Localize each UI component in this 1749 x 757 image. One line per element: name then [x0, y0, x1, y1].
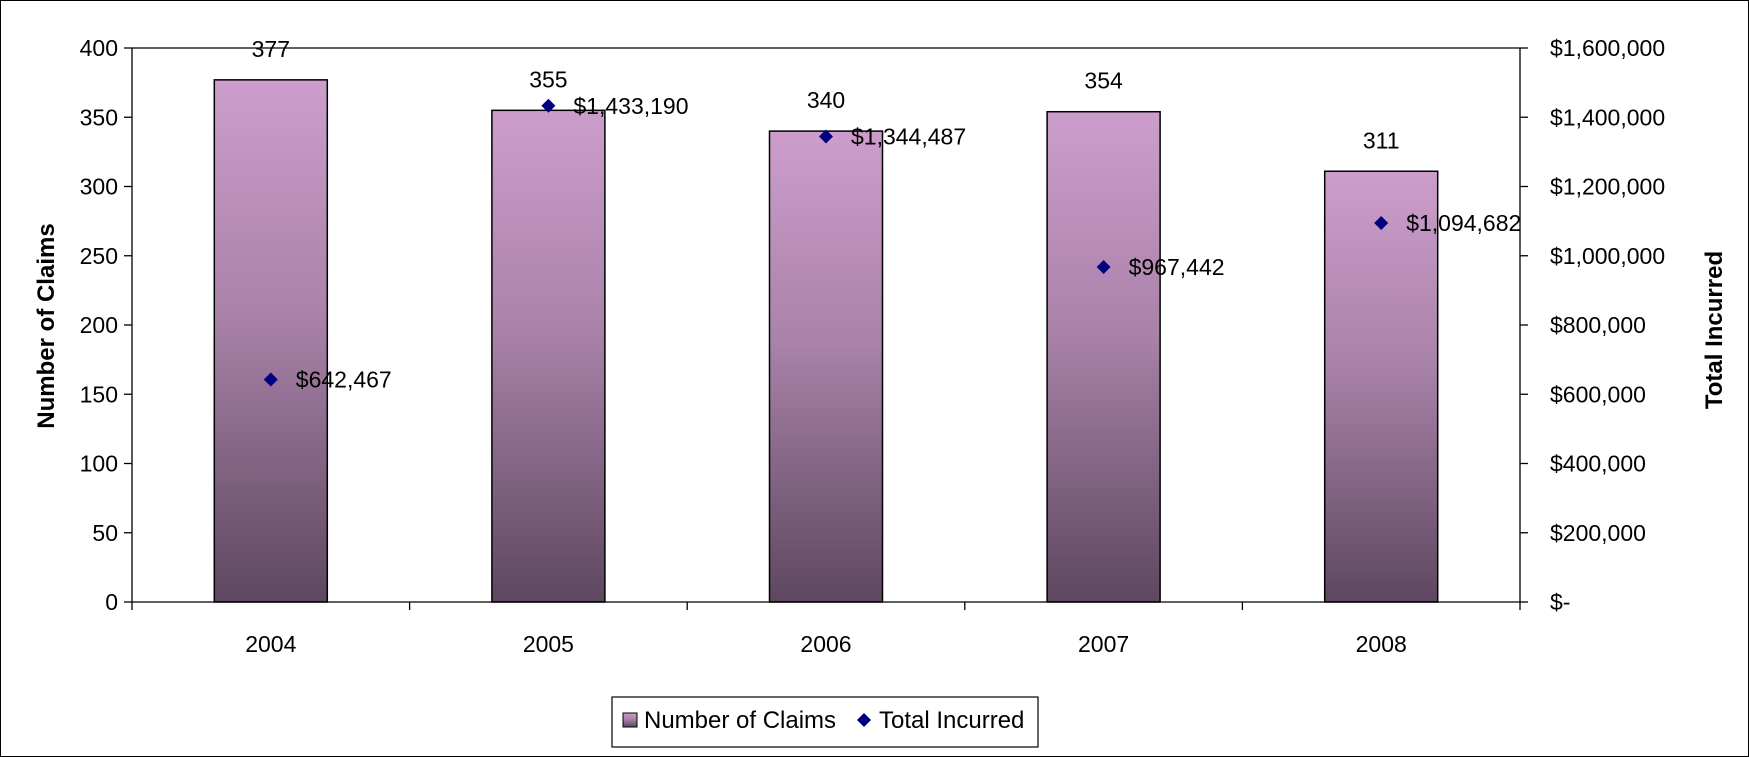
- y-tick-label: 100: [80, 451, 118, 477]
- bar-data-label: 311: [1363, 127, 1400, 153]
- y2-tick-label: $1,000,000: [1550, 243, 1665, 269]
- y-tick-label: 250: [80, 243, 118, 269]
- y-tick-label: 200: [80, 312, 118, 338]
- marker-data-label: $1,094,682: [1406, 210, 1521, 236]
- x-tick-label: 2006: [800, 631, 851, 657]
- y-tick-label: 300: [80, 174, 118, 200]
- y2-axis-title: Total Incurred: [1701, 251, 1728, 409]
- bar-data-label: 354: [1084, 68, 1123, 94]
- y2-tick-label: $800,000: [1550, 312, 1646, 338]
- y-tick-label: 400: [80, 35, 118, 61]
- legend: Number of Claims Total Incurred: [611, 696, 1039, 748]
- marker-data-label: $642,467: [296, 367, 392, 393]
- y2-tick-label: $-: [1550, 589, 1570, 615]
- marker-total-incurred-2005: [541, 98, 556, 113]
- bar-2005: [491, 109, 606, 603]
- y2-tick-label: $400,000: [1550, 451, 1646, 477]
- y2-tick-label: $200,000: [1550, 520, 1646, 546]
- marker-total-incurred-2004: [263, 372, 278, 387]
- bar-data-label: 340: [807, 87, 845, 113]
- marker-data-label: $1,344,487: [851, 123, 966, 149]
- bar-data-label: 377: [252, 36, 290, 62]
- bar-2006: [768, 130, 884, 603]
- legend-swatch-number-of-claims: [622, 712, 638, 728]
- bar-2004: [213, 79, 329, 603]
- legend-label-total-incurred: Total Incurred: [879, 707, 1024, 734]
- y-tick-label: 150: [80, 381, 118, 407]
- y-tick-label: 350: [80, 104, 118, 130]
- y2-tick-label: $600,000: [1550, 381, 1646, 407]
- y2-tick-label: $1,200,000: [1550, 174, 1665, 200]
- y2-tick-label: $1,400,000: [1550, 104, 1665, 130]
- y-tick-label: 0: [105, 589, 118, 615]
- legend-marker-total-incurred: [857, 713, 871, 727]
- marker-data-label: $967,442: [1129, 254, 1225, 280]
- bar-data-label: 355: [529, 66, 567, 92]
- legend-label-number-of-claims: Number of Claims: [644, 707, 836, 734]
- marker-total-incurred-2007: [1096, 260, 1111, 275]
- marker-total-incurred-2008: [1374, 215, 1389, 230]
- marker-total-incurred-2006: [819, 129, 833, 144]
- x-tick-label: 2007: [1078, 631, 1129, 657]
- y-tick-label: 50: [92, 520, 118, 546]
- x-tick-label: 2005: [523, 631, 574, 657]
- y2-tick-label: $1,600,000: [1550, 35, 1665, 61]
- x-tick-label: 2008: [1356, 631, 1407, 657]
- bar-2008: [1323, 170, 1439, 603]
- bar-2007: [1046, 110, 1161, 603]
- x-tick-label: 2004: [245, 631, 296, 657]
- marker-data-label: $1,433,190: [573, 93, 688, 119]
- y-axis-title: Number of Claims: [33, 223, 60, 428]
- legend-box: [611, 696, 1039, 748]
